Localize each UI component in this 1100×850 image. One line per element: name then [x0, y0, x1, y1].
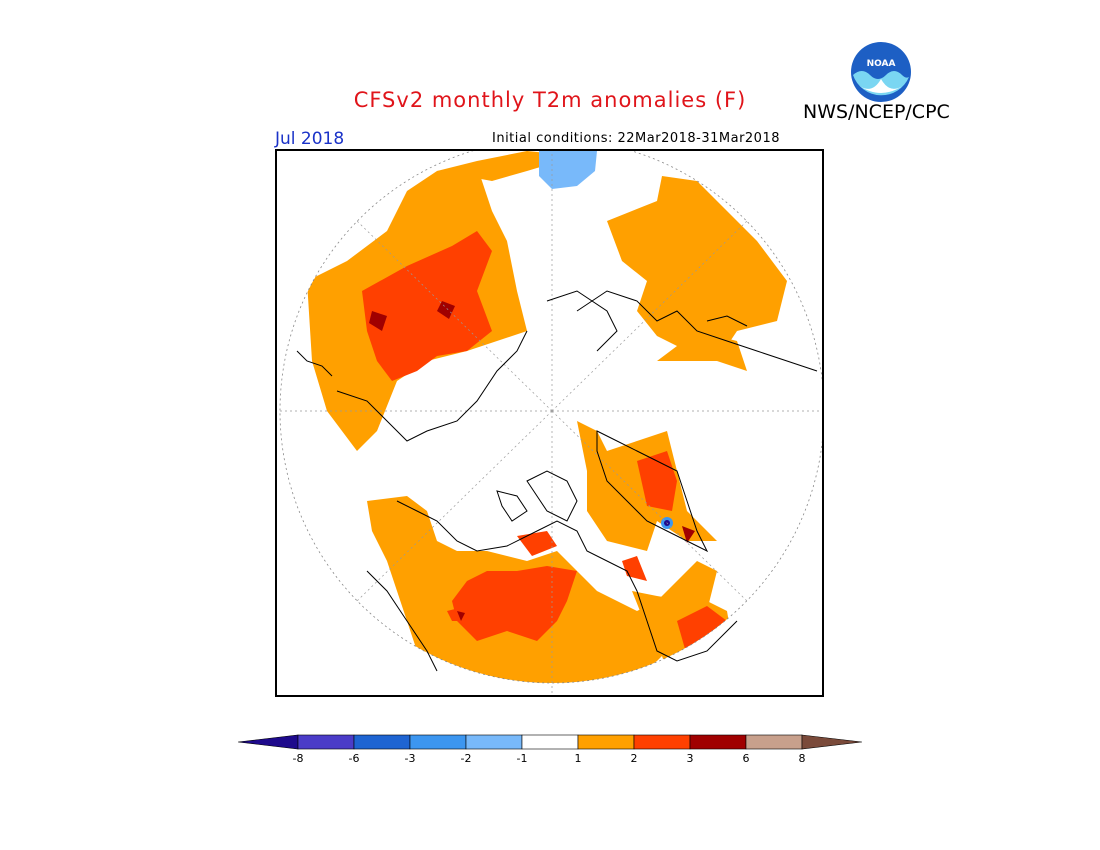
colorbar-tick-label: 2 — [630, 752, 638, 765]
colorbar-swatch — [521, 734, 579, 750]
agency-credit: NWS/NCEP/CPC — [803, 101, 950, 123]
colorbar-swatch — [633, 734, 691, 750]
colorbar-tick-label: -2 — [460, 752, 472, 765]
meridian-lines — [277, 151, 822, 695]
colorbar-tick-label: -6 — [348, 752, 360, 765]
target-month-label: Jul 2018 — [275, 129, 345, 149]
logo-text: NOAA — [867, 59, 896, 69]
colorbar-tick-label: 3 — [686, 752, 694, 765]
colorbar-tick-label: 1 — [574, 752, 582, 765]
colorbar-arrow-low — [238, 734, 299, 750]
colorbar — [238, 734, 862, 750]
colorbar-swatch — [353, 734, 411, 750]
initial-conditions-label: Initial conditions: 22Mar2018-31Mar2018 — [492, 131, 780, 146]
colorbar-tick-label: 6 — [742, 752, 750, 765]
anomaly-map-svg — [277, 151, 822, 695]
anomaly-3-6-regions — [369, 301, 695, 621]
colorbar-ticks: -8 -6 -3 -2 -1 1 2 3 6 8 — [0, 752, 1100, 772]
colorbar-tick-label: -8 — [292, 752, 304, 765]
colorbar-swatch — [297, 734, 355, 750]
colorbar-swatch — [465, 734, 523, 750]
noaa-logo: NOAA — [851, 42, 911, 102]
colorbar-tick-label: 8 — [798, 752, 806, 765]
colorbar-tick-label: -3 — [404, 752, 416, 765]
chart-title: CFSv2 monthly T2m anomalies (F) — [353, 88, 747, 112]
colorbar-tick-label: -1 — [516, 752, 528, 765]
anomaly-negative-region — [539, 151, 597, 189]
colorbar-swatch — [409, 734, 467, 750]
coastlines — [296, 290, 818, 672]
colorbar-arrow-high — [801, 734, 862, 750]
polar-map — [275, 149, 824, 697]
colorbar-swatch — [689, 734, 747, 750]
colorbar-swatch — [577, 734, 635, 750]
colorbar-swatch — [745, 734, 803, 750]
